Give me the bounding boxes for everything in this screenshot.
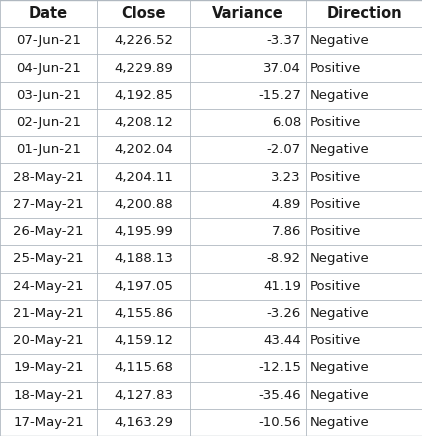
Text: 17-May-21: 17-May-21 (13, 416, 84, 429)
Text: 4.89: 4.89 (272, 198, 301, 211)
Text: 43.44: 43.44 (263, 334, 301, 347)
Text: 28-May-21: 28-May-21 (13, 170, 84, 184)
Text: 4,127.83: 4,127.83 (114, 388, 173, 402)
Text: 26-May-21: 26-May-21 (13, 225, 84, 238)
Text: Positive: Positive (310, 225, 362, 238)
Text: 03-Jun-21: 03-Jun-21 (16, 89, 81, 102)
Text: 4,195.99: 4,195.99 (114, 225, 173, 238)
Text: Negative: Negative (310, 307, 370, 320)
Text: 07-Jun-21: 07-Jun-21 (16, 34, 81, 48)
Text: 02-Jun-21: 02-Jun-21 (16, 116, 81, 129)
Text: Negative: Negative (310, 361, 370, 375)
Text: Variance: Variance (212, 6, 284, 21)
Text: 37.04: 37.04 (263, 61, 301, 75)
Text: -8.92: -8.92 (267, 252, 301, 266)
Text: 20-May-21: 20-May-21 (13, 334, 84, 347)
Text: Negative: Negative (310, 34, 370, 48)
Text: 41.19: 41.19 (263, 279, 301, 293)
Text: Negative: Negative (310, 416, 370, 429)
Text: 4,159.12: 4,159.12 (114, 334, 173, 347)
Text: 04-Jun-21: 04-Jun-21 (16, 61, 81, 75)
Text: Positive: Positive (310, 61, 362, 75)
Text: 4,192.85: 4,192.85 (114, 89, 173, 102)
Text: 01-Jun-21: 01-Jun-21 (16, 143, 81, 157)
Text: -3.26: -3.26 (267, 307, 301, 320)
Text: 4,163.29: 4,163.29 (114, 416, 173, 429)
Text: 4,155.86: 4,155.86 (114, 307, 173, 320)
Text: 19-May-21: 19-May-21 (13, 361, 84, 375)
Text: -2.07: -2.07 (267, 143, 301, 157)
Text: -35.46: -35.46 (258, 388, 301, 402)
Text: 6.08: 6.08 (272, 116, 301, 129)
Text: 4,208.12: 4,208.12 (114, 116, 173, 129)
Text: Negative: Negative (310, 89, 370, 102)
Text: Direction: Direction (326, 6, 402, 21)
Text: Negative: Negative (310, 388, 370, 402)
Text: 4,188.13: 4,188.13 (114, 252, 173, 266)
Text: 4,202.04: 4,202.04 (114, 143, 173, 157)
Text: 27-May-21: 27-May-21 (13, 198, 84, 211)
Text: Positive: Positive (310, 334, 362, 347)
Text: Positive: Positive (310, 198, 362, 211)
Text: 4,204.11: 4,204.11 (114, 170, 173, 184)
Text: -15.27: -15.27 (258, 89, 301, 102)
Text: 18-May-21: 18-May-21 (13, 388, 84, 402)
Text: 3.23: 3.23 (271, 170, 301, 184)
Text: Close: Close (121, 6, 166, 21)
Text: 7.86: 7.86 (271, 225, 301, 238)
Text: Date: Date (29, 6, 68, 21)
Text: -3.37: -3.37 (267, 34, 301, 48)
Text: 21-May-21: 21-May-21 (13, 307, 84, 320)
Text: Positive: Positive (310, 279, 362, 293)
Text: Negative: Negative (310, 143, 370, 157)
Text: Negative: Negative (310, 252, 370, 266)
Text: 4,226.52: 4,226.52 (114, 34, 173, 48)
Text: 25-May-21: 25-May-21 (13, 252, 84, 266)
Text: -12.15: -12.15 (258, 361, 301, 375)
Text: 4,197.05: 4,197.05 (114, 279, 173, 293)
Text: 4,115.68: 4,115.68 (114, 361, 173, 375)
Text: -10.56: -10.56 (258, 416, 301, 429)
Text: 24-May-21: 24-May-21 (13, 279, 84, 293)
Text: 4,229.89: 4,229.89 (114, 61, 173, 75)
Text: 4,200.88: 4,200.88 (114, 198, 173, 211)
Text: Positive: Positive (310, 170, 362, 184)
Text: Positive: Positive (310, 116, 362, 129)
